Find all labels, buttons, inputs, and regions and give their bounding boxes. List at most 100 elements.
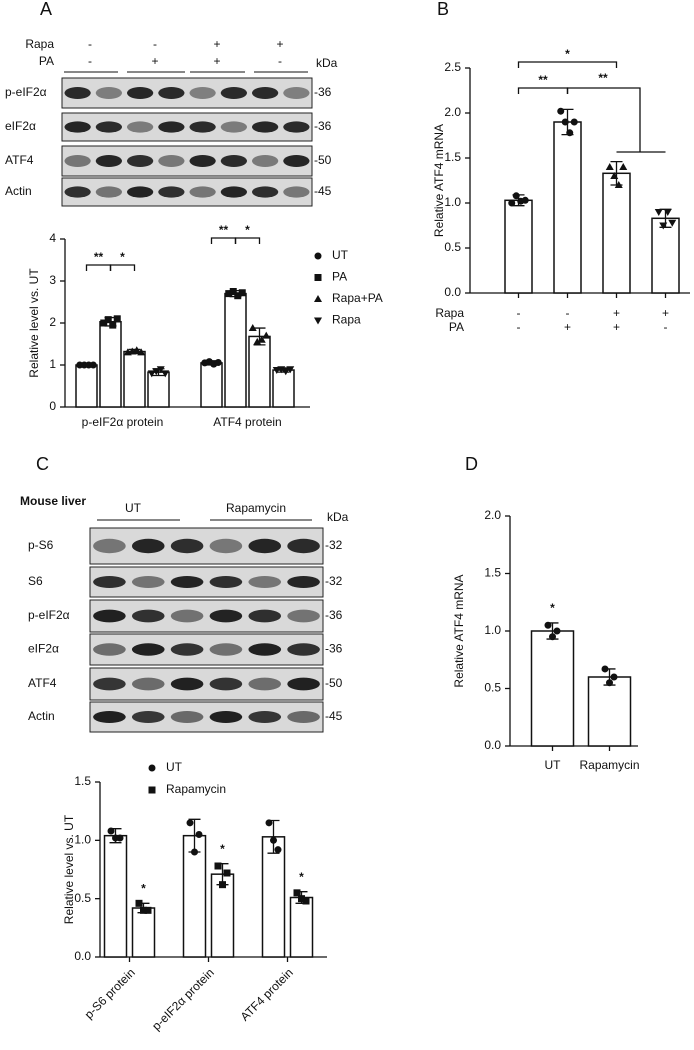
data-point (104, 316, 112, 324)
data-point (214, 358, 222, 366)
significance: ** (219, 223, 229, 237)
treatment-sign: - (517, 306, 521, 320)
treatment-sign: + (613, 320, 620, 334)
data-point (298, 895, 305, 903)
significance: * (141, 882, 146, 896)
data-point (238, 289, 246, 297)
data-point (135, 899, 143, 907)
significance: * (565, 47, 570, 61)
bar (224, 292, 247, 408)
bar (99, 320, 122, 408)
blot-band (220, 186, 247, 198)
blot-band (93, 711, 126, 723)
legend-marker (314, 295, 322, 302)
blot-band (252, 121, 279, 133)
blot-band (287, 576, 320, 588)
blot-label: Actin (5, 184, 32, 198)
legend-marker (148, 764, 156, 772)
y-tick-label: 1.5 (444, 150, 461, 164)
bar (530, 630, 575, 747)
data-point (140, 906, 147, 914)
data-point (152, 368, 161, 376)
y-tick-label: 0.5 (74, 891, 91, 905)
y-tick-label: 1.5 (484, 566, 501, 580)
x-tick-label: ATF4 protein (238, 965, 296, 1023)
kda-label: -50 (325, 676, 343, 690)
data-point (262, 331, 271, 339)
blot-band (170, 538, 204, 554)
data-point (223, 869, 231, 877)
blot-band (131, 538, 165, 554)
data-point (161, 370, 170, 378)
data-point (229, 288, 237, 295)
y-tick-label: 0.0 (444, 285, 461, 299)
blot-band (283, 121, 310, 133)
y-axis-label: Relative ATF4 mRNA (452, 574, 466, 687)
significance: * (220, 842, 225, 856)
blot-band (127, 155, 154, 167)
y-tick-label: 0.5 (484, 681, 501, 695)
blot-band (189, 186, 216, 198)
blot-row (89, 701, 324, 733)
data-point (265, 819, 273, 827)
significance-bracket (210, 237, 237, 244)
blot-band (93, 643, 126, 656)
blot-band (127, 121, 154, 133)
significance: * (120, 250, 125, 264)
kda-label: -45 (325, 709, 343, 723)
data-point (214, 862, 222, 870)
blot-title: Mouse liver (20, 494, 86, 508)
y-tick-label: 2.0 (444, 105, 461, 119)
data-point (186, 819, 194, 827)
blot-label: Actin (28, 709, 55, 723)
blot-row (89, 599, 324, 633)
significance-bracket (85, 264, 112, 271)
data-point (137, 348, 146, 356)
data-point (107, 827, 115, 835)
kda-label: -50 (314, 153, 332, 167)
data-point (668, 219, 677, 227)
blot-band (248, 609, 282, 623)
blot-band (287, 711, 320, 723)
significance-bracket (234, 237, 261, 244)
blot-band (158, 87, 185, 99)
bar (75, 364, 98, 408)
data-point (566, 129, 574, 137)
data-point (100, 319, 108, 327)
significance: ** (94, 250, 104, 264)
legend-label: UT (166, 760, 183, 774)
legend-marker (314, 274, 322, 281)
data-point (147, 370, 156, 378)
bar (289, 896, 314, 958)
blot-row (89, 566, 324, 598)
data-point (610, 172, 619, 179)
data-point (601, 665, 609, 673)
blot-band (248, 643, 282, 656)
panel-letter: C (36, 454, 49, 474)
x-tick-label: UT (545, 758, 562, 772)
kda-header: kDa (316, 56, 338, 70)
blot-band (189, 121, 216, 133)
significance: * (550, 601, 555, 615)
significance: ** (538, 73, 548, 87)
treatment-label: Rapa (25, 37, 54, 51)
data-point (570, 118, 578, 126)
blot-band (189, 155, 216, 167)
blot-label: ATF4 (28, 676, 57, 690)
bar (272, 369, 295, 408)
blot-band (95, 121, 122, 133)
x-tick-label: p-eIF2α protein (149, 965, 217, 1033)
blot-row (89, 667, 324, 701)
legend-label: Rapa+PA (332, 291, 383, 305)
blot-band (252, 87, 279, 99)
treatment-sign: - (566, 306, 570, 320)
data-point (293, 889, 301, 897)
blot-label: p-eIF2α (5, 85, 47, 99)
treatment-sign: + (151, 54, 158, 68)
blot-band (170, 677, 204, 691)
blot-band (95, 87, 122, 99)
treatment-sign: + (564, 320, 571, 334)
blot-band (209, 538, 243, 554)
y-tick-label: 1.0 (444, 195, 461, 209)
